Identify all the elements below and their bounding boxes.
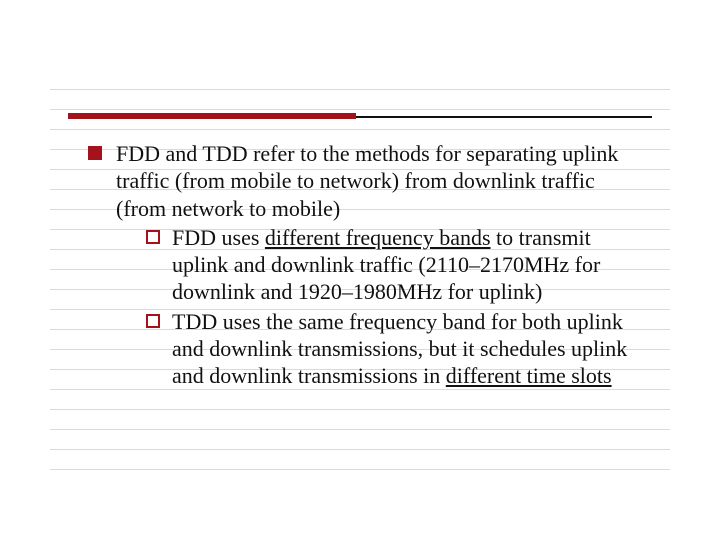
list-item: FDD and TDD refer to the methods for sep… [88, 140, 640, 389]
content-block: FDD and TDD refer to the methods for sep… [88, 140, 640, 389]
accent-thin-rule [356, 116, 652, 118]
list-item: FDD uses different frequency bands to tr… [146, 224, 640, 306]
level1-text: FDD and TDD refer to the methods for sep… [116, 140, 640, 389]
accent-bar [68, 113, 356, 119]
slide-root: FDD and TDD refer to the methods for sep… [0, 0, 720, 540]
level2a-underlined: different frequency bands [265, 225, 491, 250]
level2a-lead: FDD uses [172, 225, 265, 250]
level2a-text: FDD uses different frequency bands to tr… [172, 224, 640, 306]
level2b-text: TDD uses the same frequency band for bot… [172, 308, 640, 390]
square-bullet-hollow-icon [146, 230, 160, 244]
square-bullet-hollow-icon [146, 314, 160, 328]
list-item: TDD uses the same frequency band for bot… [146, 308, 640, 390]
level2b-underlined: different time slots [446, 363, 612, 388]
level1-body: FDD and TDD refer to the methods for sep… [116, 141, 618, 221]
square-bullet-filled-icon [88, 146, 102, 160]
